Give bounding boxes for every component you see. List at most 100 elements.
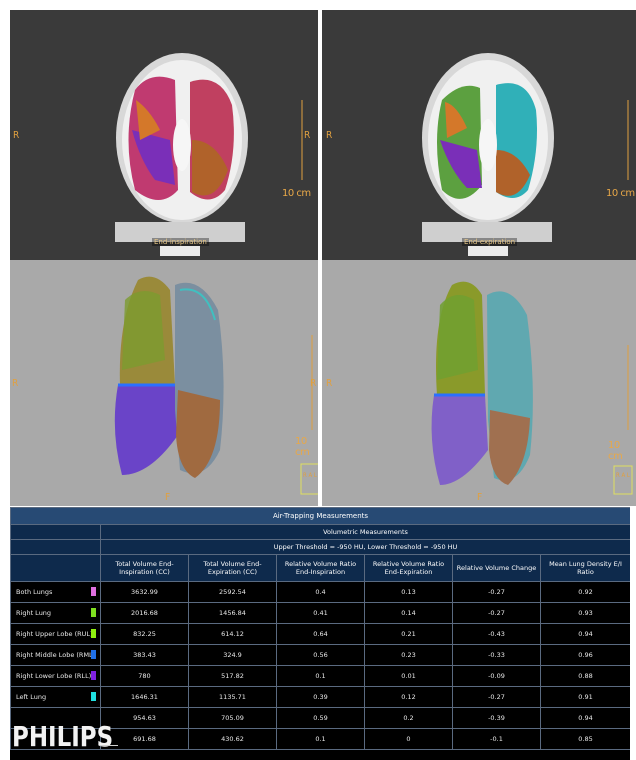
orientation-cube[interactable]: R A L — [616, 472, 630, 479]
table-cell: 780 — [100, 665, 189, 687]
table-cell: 0.12 — [364, 686, 453, 708]
ct-image — [422, 53, 629, 256]
table-cell: 0.94 — [539, 623, 630, 645]
table-cell: 0.59 — [276, 707, 365, 729]
table-cell: 0.92 — [539, 581, 630, 603]
table-cell: 0.01 — [364, 665, 453, 687]
table-cell: 0.88 — [539, 665, 630, 687]
row-label: Right Lung — [10, 602, 101, 624]
table-cell: 0.96 — [539, 644, 630, 666]
table-cell: 0.93 — [539, 602, 630, 624]
table-cell: -0.27 — [452, 602, 541, 624]
table-cell: 0.13 — [364, 581, 453, 603]
table-subtitle: Volumetric Measurements — [99, 524, 630, 540]
table-row[interactable]: Right Lower Lobe (RLL) 780 517.82 0.1 0.01 -0… — [10, 665, 630, 687]
row-label-text: Right Middle Lobe (RML) — [16, 651, 96, 659]
table-cell — [10, 524, 101, 540]
philips-logo: PHILIPS — [12, 720, 114, 753]
table-row[interactable]: 691.68 430.62 0.1 0 -0.1 0.85 — [10, 728, 630, 750]
orientation-label: R — [12, 378, 19, 389]
row-label-text: Right Lung — [16, 609, 52, 617]
table-cell: 954.63 — [100, 707, 189, 729]
table-row[interactable]: Left Lung 1646.31 1135.71 0.39 0.12 -0.27 0.91 — [10, 686, 630, 708]
table-row[interactable]: Right Middle Lobe (RML) 383.43 324.9 0.56 0.… — [10, 644, 630, 666]
table-cell: -0.33 — [452, 644, 541, 666]
row-label: Right Middle Lobe (RML) — [10, 644, 101, 666]
table-row[interactable]: Both Lungs 3632.99 2592.54 0.4 0.13 -0.27 0.92 — [10, 581, 630, 603]
color-swatch[interactable] — [91, 650, 96, 659]
table-cell: 705.09 — [188, 707, 277, 729]
column-header: Mean Lung Density E/I Ratio — [539, 554, 630, 582]
row-label: Right Lower Lobe (RLL) — [10, 665, 101, 687]
column-header: Total Volume End-Inspiration (CC) — [100, 554, 189, 582]
phase-caption: End-expiration — [462, 238, 518, 246]
row-label: Left Lung — [10, 686, 101, 708]
table-cell: 0.4 — [276, 581, 365, 603]
measurements-table: Air-Trapping Measurements Volumetric Mea… — [10, 507, 630, 750]
phase-caption: End-inspiration — [152, 238, 209, 246]
row-label-text: Right Upper Lobe (RUL) — [16, 630, 93, 638]
row-label-text: Left Lung — [16, 693, 47, 701]
table-cell: 430.62 — [188, 728, 277, 750]
table-cell: 0.94 — [539, 707, 630, 729]
row-label — [10, 728, 101, 750]
column-header — [10, 554, 101, 582]
render-view-expiration[interactable]: R 10 cm F R A L — [322, 260, 636, 506]
divider — [100, 745, 118, 746]
row-label: Both Lungs — [10, 581, 101, 603]
table-cell: -0.43 — [452, 623, 541, 645]
table-cell: 0.41 — [276, 602, 365, 624]
table-row[interactable]: Right Lung 2016.68 1456.84 0.41 0.14 -0.27 0.9… — [10, 602, 630, 624]
table-cell: 0.64 — [276, 623, 365, 645]
table-cell: -0.27 — [452, 581, 541, 603]
column-header: Total Volume End-Expiration (CC) — [188, 554, 277, 582]
orientation-cube[interactable]: R A L — [303, 472, 317, 479]
orientation-label: R — [310, 378, 317, 389]
color-swatch[interactable] — [91, 587, 96, 596]
color-swatch[interactable] — [91, 671, 96, 680]
orientation-label: R — [326, 378, 333, 389]
lung-render — [114, 276, 318, 495]
color-swatch[interactable] — [91, 692, 96, 701]
color-swatch[interactable] — [91, 629, 96, 638]
table-cell: 383.43 — [100, 644, 189, 666]
table-cell: 517.82 — [188, 665, 277, 687]
column-header: Relative Volume Ratio End-Expiration — [364, 554, 453, 582]
scale-label: 10 cm — [606, 188, 635, 199]
table-title: Air-Trapping Measurements — [10, 507, 630, 525]
render-view-inspiration[interactable]: R R 10 cm F R A L — [10, 260, 318, 506]
table-cell — [10, 539, 101, 555]
ct-image — [115, 53, 303, 256]
table-cell: 691.68 — [100, 728, 189, 750]
table-cell: 0.85 — [539, 728, 630, 750]
table-cell: 0.56 — [276, 644, 365, 666]
air-trapping-table: Air-Trapping Measurements Volumetric Mea… — [10, 507, 630, 760]
table-cell: 324.9 — [188, 644, 277, 666]
table-cell: 614.12 — [188, 623, 277, 645]
table-cell: -0.1 — [452, 728, 541, 750]
orientation-label: R — [326, 130, 333, 141]
scale-label: 10 cm — [295, 436, 310, 458]
table-cell: 0.1 — [276, 728, 365, 750]
ct-view-expiration[interactable]: R 10 cm End-expiration — [322, 10, 636, 260]
lung-render — [431, 281, 633, 495]
orientation-label: R — [304, 130, 311, 141]
orientation-label: F — [165, 492, 171, 503]
table-cell: 1135.71 — [188, 686, 277, 708]
ct-view-inspiration[interactable]: R R 10 cm End-inspiration — [10, 10, 318, 260]
table-cell: 832.25 — [100, 623, 189, 645]
scale-label: 10 cm — [608, 440, 623, 462]
table-cell: -0.27 — [452, 686, 541, 708]
color-swatch[interactable] — [91, 608, 96, 617]
table-cell: 0.23 — [364, 644, 453, 666]
scale-label: 10 cm — [282, 188, 311, 199]
threshold-label: Upper Threshold = -950 HU, Lower Thresho… — [99, 539, 630, 555]
table-cell: 2592.54 — [188, 581, 277, 603]
table-cell: -0.09 — [452, 665, 541, 687]
table-cell: 0.14 — [364, 602, 453, 624]
column-header: Relative Volume Change — [452, 554, 541, 582]
table-cell: 0.91 — [539, 686, 630, 708]
column-header: Relative Volume Ratio End-Inspiration — [276, 554, 365, 582]
table-row[interactable]: Right Upper Lobe (RUL) 832.25 614.12 0.64 0.… — [10, 623, 630, 645]
row-label-text: Both Lungs — [16, 588, 53, 596]
